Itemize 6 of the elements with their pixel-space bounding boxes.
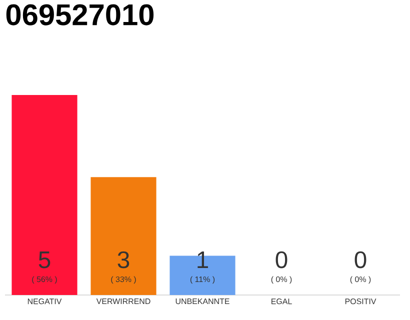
annotation: 0 [354, 251, 366, 268]
chart-title: 069527010 [6, 4, 154, 26]
annotation: 5 [38, 252, 50, 268]
annotation: 3 [118, 251, 130, 268]
annotation: 1 [198, 252, 208, 268]
annotation: 0 [276, 251, 288, 268]
